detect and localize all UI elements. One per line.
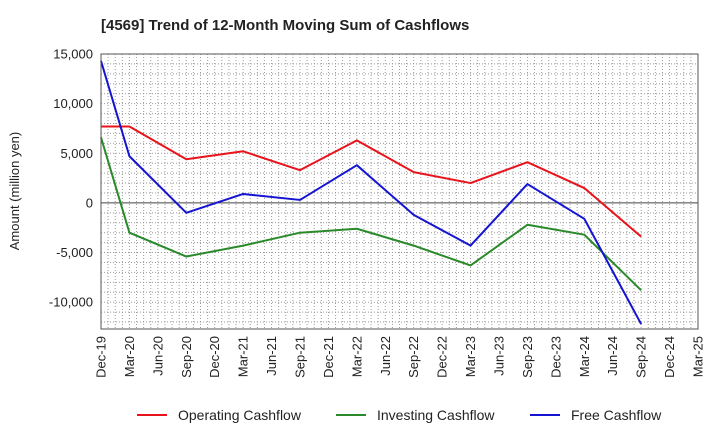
x-tick-label: Dec-23: [548, 336, 563, 378]
legend-label: Free Cashflow: [571, 407, 662, 423]
x-tick-label: Mar-25: [691, 336, 706, 377]
x-tick-label: Dec-20: [207, 336, 222, 378]
x-tick-label: Mar-24: [577, 336, 592, 377]
x-tick-label: Jun-22: [378, 336, 393, 376]
x-tick-label: Jun-21: [264, 336, 279, 376]
x-tick-label: Mar-22: [349, 336, 364, 377]
series-lines: [100, 60, 643, 325]
x-tick-label: Sep-23: [520, 336, 535, 378]
x-tick-labels: Dec-19 Mar-20 Jun-20 Sep-20 Dec-20 Mar-21 Jun-…: [94, 336, 706, 378]
chart-title: [4569] Trend of 12-Month Moving Sum of C…: [101, 17, 469, 34]
x-tick-label: Mar-21: [236, 336, 251, 377]
y-tick-label: -10,000: [49, 295, 93, 310]
series-line-3: [100, 60, 643, 325]
legend-label: Operating Cashflow: [178, 407, 302, 423]
x-tick-label: Mar-23: [463, 336, 478, 377]
y-tick-label: 10,000: [53, 96, 93, 111]
x-tick-label: Jun-23: [492, 336, 507, 376]
x-tick-label: Jun-20: [150, 336, 165, 376]
y-tick-label: 5,000: [60, 146, 93, 161]
legend-label: Investing Cashflow: [377, 407, 495, 423]
x-tick-label: Jun-24: [605, 336, 620, 376]
y-axis-title: Amount (million yen): [7, 132, 22, 251]
y-tick-label: -5,000: [56, 245, 93, 260]
y-tick-label: 15,000: [53, 47, 93, 62]
x-tick-label: Dec-19: [94, 336, 109, 378]
x-tick-label: Sep-24: [634, 336, 649, 378]
y-tick-label: 0: [86, 195, 93, 210]
x-tick-label: Sep-21: [293, 336, 308, 378]
x-tick-label: Dec-22: [435, 336, 450, 378]
series-line-2: [100, 137, 642, 291]
x-tick-label: Sep-20: [179, 336, 194, 378]
grid-lines: [101, 53, 698, 329]
y-tick-labels: 15,000 10,000 5,000 0 -5,000 -10,000: [49, 47, 93, 310]
x-tick-label: Dec-21: [321, 336, 336, 378]
x-tick-label: Dec-24: [662, 336, 677, 378]
x-tick-label: Mar-20: [122, 336, 137, 377]
legend: Operating Cashflow Investing Cashflow Free…: [137, 407, 662, 423]
series-line-1: [101, 125, 642, 238]
plot-frame: [100, 53, 699, 330]
x-tick-label: Sep-22: [406, 336, 421, 378]
